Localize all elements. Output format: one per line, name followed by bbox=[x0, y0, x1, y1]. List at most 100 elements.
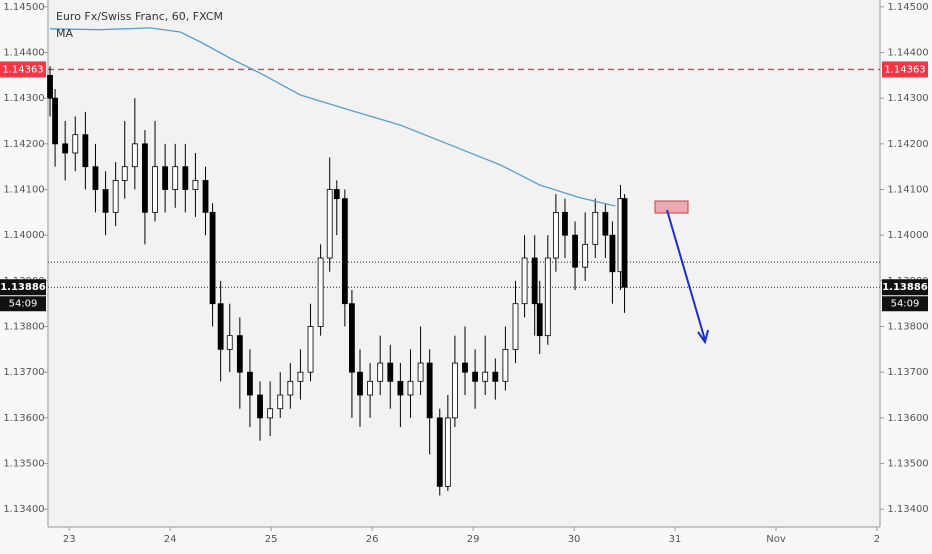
candle-body bbox=[367, 380, 373, 396]
marks bbox=[47, 27, 880, 496]
y-tick-label: 1.14200 bbox=[3, 139, 44, 150]
candle-body bbox=[482, 371, 489, 382]
candle-body bbox=[333, 189, 340, 200]
y-tick-label: 1.14500 bbox=[887, 2, 928, 13]
countdown-label: 54:09 bbox=[9, 299, 38, 310]
candle-body bbox=[182, 166, 189, 190]
candle-body bbox=[349, 303, 355, 373]
countdown-bg bbox=[0, 296, 46, 312]
candle-body bbox=[387, 362, 394, 382]
x-tick-label: 24 bbox=[164, 534, 177, 545]
candle-body bbox=[82, 134, 89, 168]
indicator-label: MA bbox=[56, 27, 73, 40]
candle-body bbox=[192, 179, 199, 190]
price-label: 1.13886 bbox=[882, 282, 928, 293]
y-tick-label: 1.14500 bbox=[3, 2, 44, 13]
candle-body bbox=[172, 166, 179, 190]
candle-body bbox=[552, 211, 559, 259]
candle-body bbox=[426, 362, 433, 419]
candle-body bbox=[492, 371, 499, 382]
candle-body bbox=[536, 303, 543, 337]
candle-body bbox=[217, 303, 224, 350]
candle-body bbox=[257, 394, 263, 419]
candle-body bbox=[317, 257, 324, 327]
y-tick-label: 1.13600 bbox=[887, 413, 928, 424]
candle-body bbox=[142, 143, 148, 213]
candle-body bbox=[131, 143, 138, 168]
price-label: 1.13886 bbox=[0, 282, 46, 293]
candle-body bbox=[502, 348, 509, 382]
resistance-label: 1.14363 bbox=[884, 64, 925, 75]
candle-body bbox=[341, 198, 348, 305]
x-tick-label: Nov bbox=[766, 534, 786, 545]
candle-body bbox=[472, 371, 479, 382]
candle-body bbox=[92, 166, 99, 190]
candle-body bbox=[521, 257, 528, 305]
candle-body bbox=[572, 234, 578, 268]
candle-body bbox=[267, 408, 274, 419]
candle-body bbox=[582, 243, 589, 268]
candle-body bbox=[397, 380, 404, 396]
y-tick-label: 1.13500 bbox=[3, 459, 44, 470]
candle-body bbox=[162, 166, 169, 190]
candle-body bbox=[544, 257, 551, 337]
candle-body bbox=[562, 211, 568, 236]
candle-body bbox=[47, 74, 53, 99]
candle-body bbox=[287, 380, 294, 396]
candle-body bbox=[326, 189, 333, 259]
y-tick-label: 1.13800 bbox=[3, 322, 44, 333]
candle-body bbox=[357, 371, 363, 396]
candle-body bbox=[592, 211, 599, 245]
candle-body bbox=[121, 166, 128, 181]
y-tick-label: 1.14300 bbox=[887, 93, 928, 104]
x-tick-label: 29 bbox=[467, 534, 480, 545]
candle-body bbox=[452, 362, 458, 419]
candle-body bbox=[152, 166, 158, 213]
y-tick-label: 1.14000 bbox=[887, 230, 928, 241]
candle-body bbox=[462, 362, 468, 373]
candle-body bbox=[444, 417, 451, 487]
plot-area bbox=[48, 0, 880, 527]
x-tick-label: 31 bbox=[669, 534, 682, 545]
y-tick-label: 1.14000 bbox=[3, 230, 44, 241]
y-tick-label: 1.14300 bbox=[3, 93, 44, 104]
arrow-head bbox=[697, 329, 709, 345]
candle-body bbox=[512, 303, 519, 350]
y-tick-label: 1.14100 bbox=[887, 185, 928, 196]
candle-body bbox=[209, 211, 216, 305]
candle-body bbox=[236, 335, 243, 373]
resistance-label: 1.14363 bbox=[2, 64, 43, 75]
candle-body bbox=[436, 417, 443, 487]
drawn-arrow bbox=[666, 209, 706, 341]
y-tick-label: 1.13700 bbox=[887, 367, 928, 378]
y-tick-label: 1.13600 bbox=[3, 413, 44, 424]
candle-body bbox=[247, 371, 253, 396]
countdown-label: 54:09 bbox=[891, 299, 920, 310]
candle-body bbox=[62, 143, 69, 154]
candle-body bbox=[609, 234, 616, 273]
x-tick-label: 23 bbox=[63, 534, 76, 545]
price-label-bg bbox=[882, 279, 928, 296]
y-tick-label: 1.13400 bbox=[887, 504, 928, 515]
y-tick-label: 1.14400 bbox=[3, 48, 44, 59]
ma-line bbox=[49, 27, 616, 207]
x-tick-label: 2 bbox=[874, 534, 880, 545]
candle-body bbox=[621, 198, 628, 288]
candle-body bbox=[602, 211, 609, 236]
resistance-label-bg bbox=[882, 61, 928, 78]
y-tick-label: 1.14200 bbox=[887, 139, 928, 150]
y-tick-label: 1.13500 bbox=[887, 459, 928, 470]
y-tick-label: 1.13700 bbox=[3, 367, 44, 378]
candle-body bbox=[277, 394, 284, 410]
resistance-label-bg bbox=[0, 61, 46, 78]
candle-body bbox=[72, 134, 79, 154]
candle-body bbox=[407, 380, 414, 396]
candle-body bbox=[52, 97, 58, 145]
candle-body bbox=[531, 257, 538, 305]
y-tick-label: 1.13400 bbox=[3, 504, 44, 515]
y-tick-label: 1.14400 bbox=[887, 48, 928, 59]
x-tick-label: 30 bbox=[568, 534, 581, 545]
candle-body bbox=[226, 335, 233, 350]
x-tick-label: 25 bbox=[265, 534, 278, 545]
candle-body bbox=[307, 326, 314, 373]
